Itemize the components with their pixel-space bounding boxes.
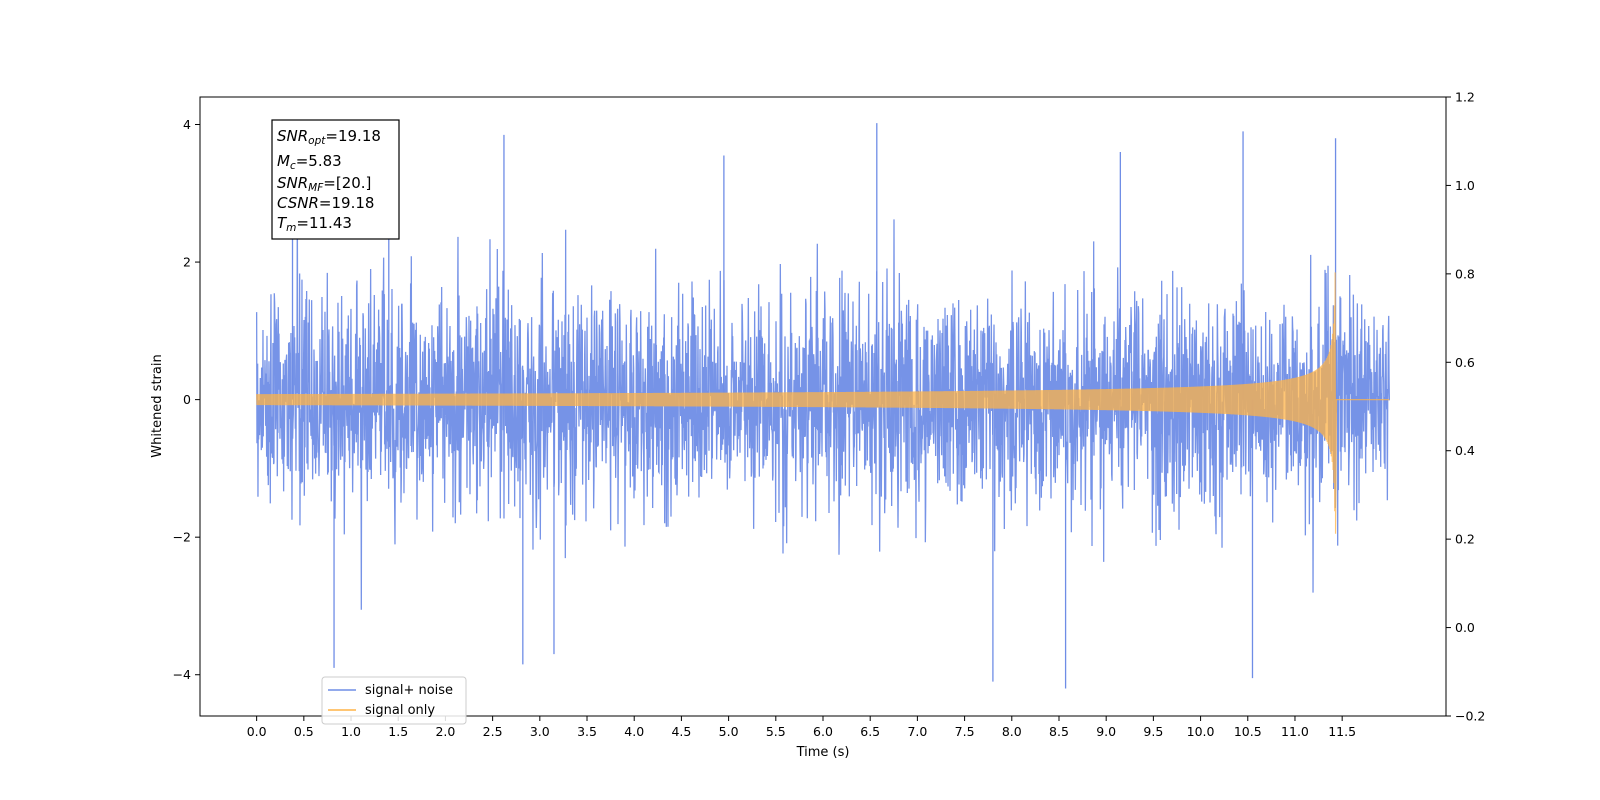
x-tick-label: 0.0 (247, 724, 267, 739)
info-box-frame (271, 119, 400, 240)
legend-label-signal-only: signal only (365, 703, 435, 718)
y-axis-label: Whitened strain (150, 354, 165, 457)
y2-tick-label: 0.2 (1455, 532, 1475, 547)
x-tick-label: 9.5 (1143, 724, 1163, 739)
series-signal-only (256, 272, 1390, 534)
info-line: CSNR=19.18 (277, 194, 374, 212)
x-tick-label: 5.5 (766, 724, 786, 739)
x-tick-label: 3.0 (530, 724, 550, 739)
y-tick-label: 0 (183, 392, 191, 407)
x-tick-label: 11.0 (1281, 724, 1309, 739)
y-tick-label: −2 (173, 530, 191, 545)
y2-tick-label: 0.8 (1455, 266, 1475, 281)
legend-frame (321, 676, 467, 725)
signal-noise-spikes (291, 123, 1337, 689)
legend-label-signal-noise: signal+ noise (365, 683, 453, 698)
legend: signal+ noise signal only (321, 676, 467, 725)
x-tick-label: 4.0 (624, 724, 644, 739)
x-tick-label: 8.5 (1049, 724, 1069, 739)
y2-tick-label: 0.6 (1455, 355, 1475, 370)
x-tick-label: 2.5 (483, 724, 503, 739)
x-tick-label: 6.5 (860, 724, 880, 739)
y-tick-label: 2 (183, 255, 191, 270)
x-tick-label: 5.0 (719, 724, 739, 739)
x-tick-label: 6.0 (813, 724, 833, 739)
y2-tick-label: 1.0 (1455, 178, 1475, 193)
x-tick-label: 1.5 (388, 724, 408, 739)
x-tick-label: 3.5 (577, 724, 597, 739)
y2-tick-label: 1.2 (1455, 90, 1475, 105)
x-axis-label: Time (s) (796, 745, 850, 760)
x-tick-label: 1.0 (341, 724, 361, 739)
x-tick-label: 9.0 (1096, 724, 1116, 739)
x-tick-label: 10.0 (1187, 724, 1215, 739)
x-tick-label: 10.5 (1234, 724, 1262, 739)
info-box: SNRopt=19.18 Mc=5.83SNRMF=[20.]CSNR=19.18… (271, 119, 400, 240)
y-tick-label: −4 (173, 667, 191, 682)
info-line: SNRMF=[20.] (277, 174, 371, 194)
info-line: SNRopt=19.18 (277, 127, 381, 147)
y2-tick-label: 0.4 (1455, 443, 1475, 458)
x-tick-label: 7.0 (907, 724, 927, 739)
x-tick-label: 0.5 (294, 724, 314, 739)
signal-only-line (256, 272, 1390, 534)
x-tick-label: 4.5 (671, 724, 691, 739)
signal-noise-line (255, 209, 1391, 610)
y2-tick-label: −0.2 (1455, 709, 1485, 724)
x-tick-label: 7.5 (955, 724, 975, 739)
x-tick-label: 8.0 (1002, 724, 1022, 739)
y-axis-right: −0.2 0.0 0.2 0.4 0.6 0.8 1.0 1.2 (1446, 90, 1485, 724)
y-axis-left: −4 −2 0 2 4 (173, 117, 200, 682)
y2-tick-label: 0.0 (1455, 620, 1475, 635)
x-axis: 0.0 0.5 1.0 1.5 2.0 2.5 3.0 3.5 4.0 4.5 5.0 5.5 6.0 6… (247, 716, 1356, 739)
x-tick-label: 11.5 (1328, 724, 1356, 739)
x-tick-label: 2.0 (435, 724, 455, 739)
y-tick-label: 4 (183, 117, 191, 132)
info-line: Mc=5.83 (277, 152, 342, 172)
info-line: Tm=11.43 (277, 214, 352, 234)
series-signal-noise (255, 123, 1391, 689)
